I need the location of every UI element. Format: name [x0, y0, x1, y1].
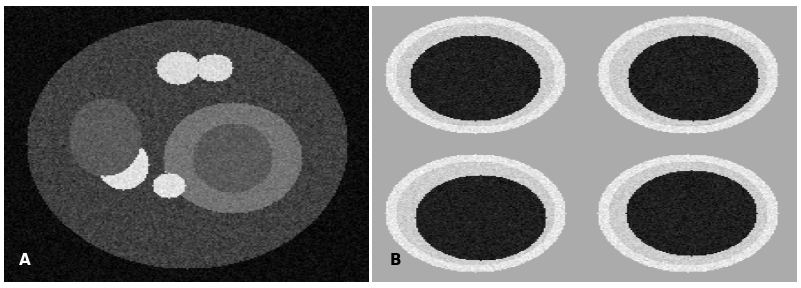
- Text: A: A: [18, 253, 30, 268]
- Text: B: B: [389, 253, 401, 268]
